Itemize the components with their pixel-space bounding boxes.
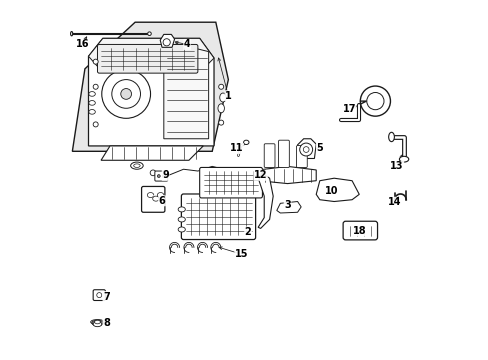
Text: 6: 6: [158, 196, 165, 206]
Ellipse shape: [89, 109, 95, 114]
Circle shape: [97, 293, 102, 298]
Text: 5: 5: [316, 143, 323, 153]
Circle shape: [360, 86, 389, 116]
Ellipse shape: [388, 132, 394, 141]
Polygon shape: [101, 146, 203, 160]
FancyBboxPatch shape: [97, 44, 198, 73]
Ellipse shape: [130, 162, 143, 169]
Ellipse shape: [133, 164, 140, 167]
Text: 3: 3: [284, 200, 290, 210]
FancyBboxPatch shape: [199, 167, 262, 198]
Ellipse shape: [178, 217, 185, 222]
Text: 14: 14: [387, 197, 401, 207]
Circle shape: [299, 143, 312, 156]
Ellipse shape: [92, 321, 102, 326]
Circle shape: [366, 93, 383, 110]
Ellipse shape: [93, 321, 102, 327]
Circle shape: [102, 69, 150, 118]
Ellipse shape: [178, 227, 185, 232]
FancyBboxPatch shape: [296, 145, 306, 167]
FancyBboxPatch shape: [278, 140, 289, 167]
Polygon shape: [88, 39, 214, 146]
Polygon shape: [258, 166, 316, 184]
Circle shape: [93, 122, 98, 127]
Text: 7: 7: [103, 292, 110, 302]
FancyBboxPatch shape: [264, 144, 274, 167]
Polygon shape: [297, 139, 316, 158]
Circle shape: [93, 59, 98, 64]
Text: 9: 9: [162, 170, 169, 180]
Ellipse shape: [92, 320, 103, 325]
FancyBboxPatch shape: [93, 290, 105, 301]
Polygon shape: [258, 173, 273, 228]
FancyBboxPatch shape: [142, 186, 164, 212]
Circle shape: [112, 80, 140, 108]
Circle shape: [147, 32, 151, 36]
Text: 16: 16: [76, 40, 89, 49]
Ellipse shape: [70, 32, 73, 36]
Text: 17: 17: [342, 104, 355, 114]
Text: 10: 10: [324, 186, 337, 197]
Polygon shape: [88, 39, 214, 72]
Ellipse shape: [178, 207, 185, 212]
Text: 1: 1: [224, 91, 231, 101]
Polygon shape: [316, 178, 359, 202]
Text: 15: 15: [234, 249, 248, 259]
Polygon shape: [160, 35, 174, 47]
Text: 13: 13: [389, 161, 403, 171]
Ellipse shape: [90, 319, 104, 324]
Text: 18: 18: [352, 226, 366, 236]
Polygon shape: [72, 22, 228, 151]
Polygon shape: [276, 202, 301, 213]
Circle shape: [162, 175, 165, 177]
Text: 12: 12: [253, 170, 267, 180]
Circle shape: [218, 84, 223, 89]
FancyBboxPatch shape: [181, 194, 255, 239]
Circle shape: [218, 120, 223, 125]
Ellipse shape: [219, 93, 226, 102]
Circle shape: [121, 89, 131, 99]
Ellipse shape: [94, 320, 100, 324]
Circle shape: [303, 147, 308, 152]
FancyBboxPatch shape: [343, 221, 377, 240]
Ellipse shape: [218, 104, 224, 113]
Ellipse shape: [89, 100, 95, 105]
Text: 8: 8: [103, 319, 110, 328]
Circle shape: [163, 39, 170, 46]
Ellipse shape: [89, 91, 95, 96]
Ellipse shape: [399, 156, 408, 162]
Circle shape: [150, 170, 156, 176]
Text: 4: 4: [183, 40, 190, 49]
Ellipse shape: [243, 140, 248, 144]
Circle shape: [157, 175, 160, 177]
Text: 2: 2: [244, 227, 251, 237]
FancyBboxPatch shape: [155, 171, 167, 181]
Circle shape: [93, 84, 98, 89]
Polygon shape: [163, 44, 208, 139]
Text: 11: 11: [229, 143, 243, 153]
